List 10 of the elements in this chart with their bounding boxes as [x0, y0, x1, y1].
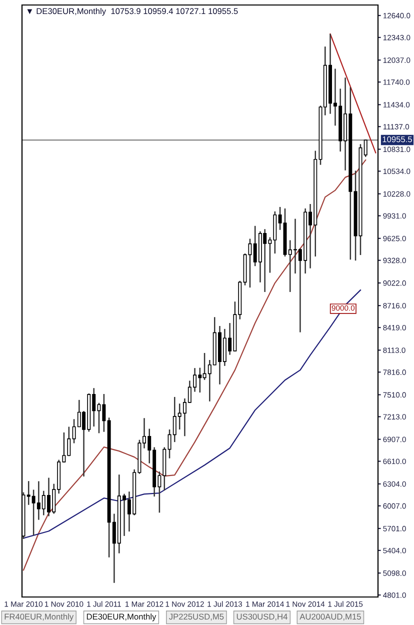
text: FR40EUR,Monthly	[4, 613, 74, 622]
line-series	[22, 159, 366, 571]
line-series	[22, 290, 362, 539]
chart-title: ▼ DE30EUR,Monthly 10753.9 10959.4 10727.1 10955.5	[27, 8, 238, 16]
text: DE30EUR,Monthly	[86, 613, 156, 622]
text: US30USD,H4	[236, 614, 288, 621]
candlestick	[364, 139, 368, 158]
ref-line-label: 10955.5	[382, 136, 412, 142]
text: JP225USD,M5	[169, 614, 224, 621]
text: AU200AUD,M15	[300, 614, 361, 621]
